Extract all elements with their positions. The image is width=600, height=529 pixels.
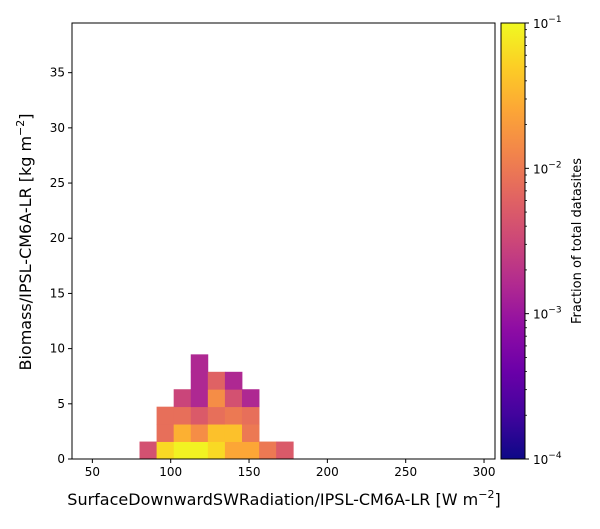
x-tick-label: 50 (85, 465, 100, 479)
y-axis-ticks: 0 5 10 15 20 25 30 35 (50, 66, 72, 466)
colorbar (500, 22, 526, 460)
heatmap-cell (207, 441, 226, 460)
heatmap-cell (241, 441, 260, 460)
x-axis-ticks: 50 100 150 200 250 300 (85, 459, 496, 479)
heatmap-cell (224, 406, 243, 425)
x-tick-label: 250 (394, 465, 417, 479)
heatmap-cell (224, 389, 243, 408)
y-tick-label: 30 (50, 121, 65, 135)
heatmap-cell (259, 441, 277, 460)
heatmap-cell (139, 441, 157, 460)
y-tick-label: 25 (50, 176, 65, 190)
heatmap-cell (190, 354, 209, 373)
heatmap-cell (190, 424, 209, 442)
y-tick-label: 5 (57, 397, 65, 411)
x-tick-label: 200 (316, 465, 339, 479)
x-tick-label: 150 (238, 465, 261, 479)
heatmap-cell (207, 424, 226, 442)
heatmap-cell (190, 371, 209, 390)
heatmap-cell (173, 389, 192, 408)
heatmap-cell (190, 441, 209, 460)
heatmap-cell (207, 371, 226, 390)
heatmap-cell (190, 406, 209, 425)
y-tick-label: 35 (50, 66, 65, 80)
heatmap-cell (173, 441, 192, 460)
y-tick-label: 20 (50, 231, 65, 245)
x-axis-label: SurfaceDownwardSWRadiation/IPSL-CM6A-LR … (67, 488, 500, 509)
heatmap-cell (156, 406, 175, 425)
colorbar-tick-label: 10−2 (533, 160, 562, 176)
heatmap-cell (173, 406, 192, 425)
y-axis-label: Biomass/IPSL-CM6A-LR [kg m−2] (14, 113, 35, 370)
heatmap-cell (276, 441, 294, 460)
heatmap-cell (207, 406, 226, 425)
heatmap-cells (139, 354, 294, 460)
y-tick-label: 0 (57, 452, 65, 466)
y-tick-label: 10 (50, 342, 65, 356)
colorbar-tick-label: 10−4 (533, 451, 562, 467)
heatmap-cell (224, 441, 243, 460)
colorbar-tick-label: 10−1 (533, 15, 562, 31)
heatmap-cell (156, 424, 175, 442)
colorbar-label: Fraction of total datasites (570, 158, 585, 324)
heatmap-cell (224, 424, 243, 442)
heatmap-cell (173, 424, 192, 442)
heatmap-cell (241, 424, 260, 442)
heatmap-cell (241, 389, 260, 408)
x-tick-label: 300 (473, 465, 496, 479)
heatmap-cell (224, 371, 243, 390)
y-tick-label: 15 (50, 286, 65, 300)
heatmap-cell (241, 406, 260, 425)
colorbar-ticks: 10−4 10−3 10−2 10−1 (525, 15, 562, 467)
heatmap-cell (190, 389, 209, 408)
x-tick-label: 100 (159, 465, 182, 479)
heatmap-cell (207, 389, 226, 408)
plot-frame (71, 22, 496, 460)
heatmap-cell (156, 441, 175, 460)
colorbar-tick-label: 10−3 (533, 306, 562, 322)
